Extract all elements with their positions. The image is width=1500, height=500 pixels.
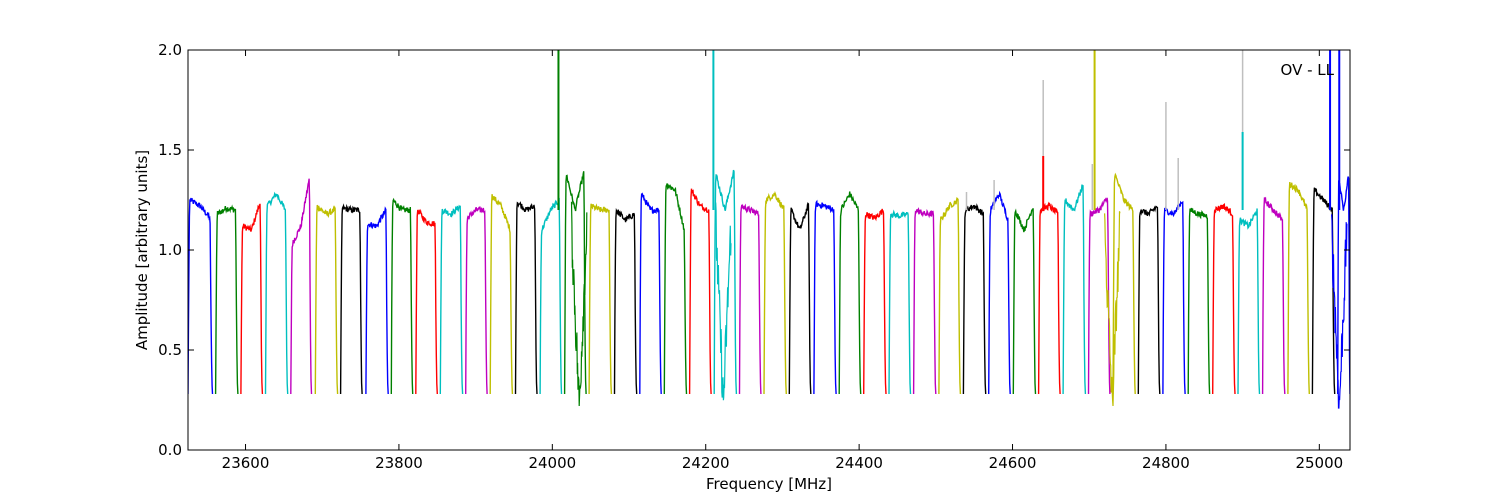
series-line (439, 204, 464, 395)
series-line (240, 203, 264, 395)
series-line (563, 171, 587, 395)
dip-trace (1104, 211, 1121, 407)
series-line (688, 188, 712, 395)
series-line (1237, 208, 1261, 395)
x-tick-label: 24000 (528, 454, 576, 472)
series-line (863, 208, 887, 395)
series-line (788, 202, 812, 395)
dip-trace (570, 201, 588, 407)
y-tick-label: 0.5 (158, 341, 182, 359)
x-tick-label: 23600 (222, 454, 270, 472)
y-tick-label: 0.0 (158, 441, 182, 459)
series-line (763, 190, 787, 395)
series-line (1137, 205, 1161, 395)
series-line (1112, 172, 1136, 395)
x-axis: 23600 23800 24000 24200 24400 24600 24800 25000 (222, 50, 1343, 472)
series-line (988, 190, 1011, 395)
y-tick-label: 1.5 (158, 141, 182, 159)
series-line (314, 204, 339, 395)
y-axis: 0.0 0.5 1.0 1.5 2.0 (158, 41, 1350, 459)
series-line (1062, 184, 1087, 395)
series-line (813, 199, 837, 395)
y-tick-label: 1.0 (158, 241, 182, 259)
series-layer (188, 50, 1350, 409)
series-line (1012, 208, 1037, 395)
series-line (489, 194, 514, 395)
dip-trace (715, 202, 732, 401)
series-line (1261, 196, 1286, 395)
series-line (365, 206, 389, 395)
series-line (738, 203, 762, 395)
series-line (290, 178, 313, 395)
series-line (1211, 202, 1236, 395)
series-line (1287, 182, 1310, 395)
series-line (938, 197, 962, 395)
series-line (663, 183, 688, 395)
x-axis-label: Frequency [MHz] (706, 475, 832, 493)
x-tick-label: 24600 (989, 454, 1037, 472)
x-tick-label: 23800 (375, 454, 423, 472)
series-line (639, 192, 662, 395)
series-line (1037, 201, 1061, 395)
x-tick-label: 24200 (682, 454, 730, 472)
series-line (1087, 197, 1111, 395)
series-line (912, 207, 937, 395)
series-line (1187, 207, 1211, 395)
plot-annotation: OV - LL (1281, 61, 1335, 79)
x-tick-label: 25000 (1295, 454, 1343, 472)
x-tick-label: 24800 (1142, 454, 1190, 472)
series-line (390, 197, 414, 395)
series-line (214, 204, 239, 395)
series-line (339, 203, 363, 395)
series-line (713, 169, 738, 395)
series-line (514, 201, 538, 395)
series-line (838, 191, 862, 395)
x-tick-label: 24400 (835, 454, 883, 472)
series-line (264, 191, 289, 395)
series-line (465, 206, 488, 395)
series-line (888, 209, 912, 395)
series-line (613, 207, 638, 395)
series-line (188, 197, 214, 395)
series-line (415, 208, 438, 395)
y-axis-label: Amplitude [arbitrary units] (133, 150, 151, 350)
y-tick-label: 2.0 (158, 41, 182, 59)
dip-trace (1331, 214, 1348, 409)
series-line (588, 203, 613, 395)
